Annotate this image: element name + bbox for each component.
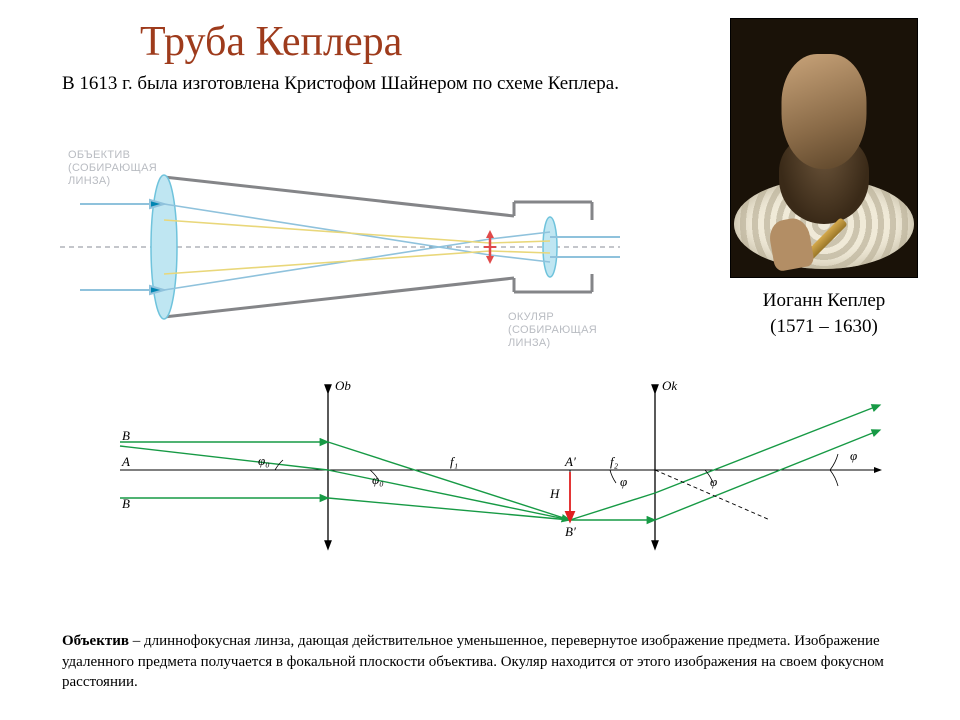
green-rays bbox=[120, 380, 880, 520]
label-objective-2: (СОБИРАЮЩАЯ bbox=[68, 162, 157, 174]
label-B-top: B bbox=[122, 428, 130, 443]
portrait-block: Иоганн Кеплер (1571 – 1630) bbox=[730, 18, 918, 339]
label-phi-1: φ bbox=[620, 474, 627, 489]
portrait-years: (1571 – 1630) bbox=[770, 316, 878, 337]
phi-arc-exit bbox=[830, 454, 838, 470]
label-eyepiece-2: (СОБИРАЮЩАЯ bbox=[508, 324, 597, 336]
footer-rest: – длиннофокусная линза, дающая действите… bbox=[62, 633, 884, 690]
label-H: H bbox=[549, 486, 560, 501]
label-phi-2: φ bbox=[710, 474, 717, 489]
footer-text: Объектив – длиннофокусная линза, дающая … bbox=[62, 631, 902, 692]
label-A: A bbox=[121, 454, 130, 469]
label-Ok: Ok bbox=[662, 380, 677, 393]
label-eyepiece-3: ЛИНЗА) bbox=[508, 337, 551, 349]
telescope-schematic: ОБЪЕКТИВ (СОБИРАЮЩАЯ ЛИНЗА) ОКУЛЯР (СОБИ… bbox=[60, 142, 640, 364]
subtitle-text: В 1613 г. была изготовлена Кристофом Шай… bbox=[0, 72, 650, 97]
portrait-caption: Иоганн Кеплер (1571 – 1630) bbox=[730, 288, 918, 339]
phi-arc-exit2 bbox=[830, 470, 838, 486]
slide-page: Труба Кеплера В 1613 г. была изготовлена… bbox=[0, 0, 960, 720]
kepler-portrait bbox=[730, 18, 918, 278]
eyepiece-lens bbox=[543, 217, 557, 277]
objective-lens bbox=[151, 175, 177, 319]
phi-arc-ok bbox=[610, 470, 616, 483]
footer-bold: Объектив bbox=[62, 633, 129, 649]
label-A1: A′ bbox=[564, 454, 576, 469]
dashed-lines bbox=[570, 470, 770, 520]
label-B1: B′ bbox=[565, 524, 576, 539]
label-objective-3: ЛИНЗА) bbox=[68, 175, 111, 187]
label-eyepiece-1: ОКУЛЯР bbox=[508, 311, 554, 323]
label-phi0-2: φ₀ bbox=[372, 472, 384, 487]
label-f2: f₂ bbox=[610, 454, 619, 469]
portrait-face bbox=[782, 54, 867, 169]
label-phi-exit: φ bbox=[850, 448, 857, 463]
intermediate-image bbox=[484, 230, 496, 264]
label-f1: f₁ bbox=[450, 454, 458, 469]
label-objective-1: ОБЪЕКТИВ bbox=[68, 149, 130, 161]
ray-diagram: Ob Ok A B B A′ B′ f₁ f₂ H φ₀ φ₀ φ φ φ bbox=[110, 380, 890, 580]
portrait-name: Иоганн Кеплер bbox=[763, 290, 886, 311]
label-Ob: Ob bbox=[335, 380, 351, 393]
label-B-bot: B bbox=[122, 496, 130, 511]
label-phi0-1: φ₀ bbox=[258, 453, 270, 468]
